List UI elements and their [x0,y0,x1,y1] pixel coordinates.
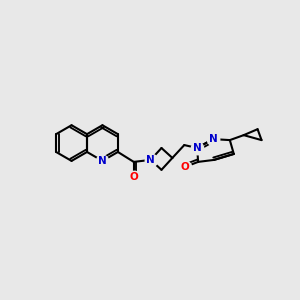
Text: O: O [181,162,190,172]
Text: N: N [98,156,107,166]
Text: N: N [208,134,217,144]
Text: O: O [129,172,138,182]
Text: N: N [146,155,155,165]
Text: N: N [193,143,202,153]
